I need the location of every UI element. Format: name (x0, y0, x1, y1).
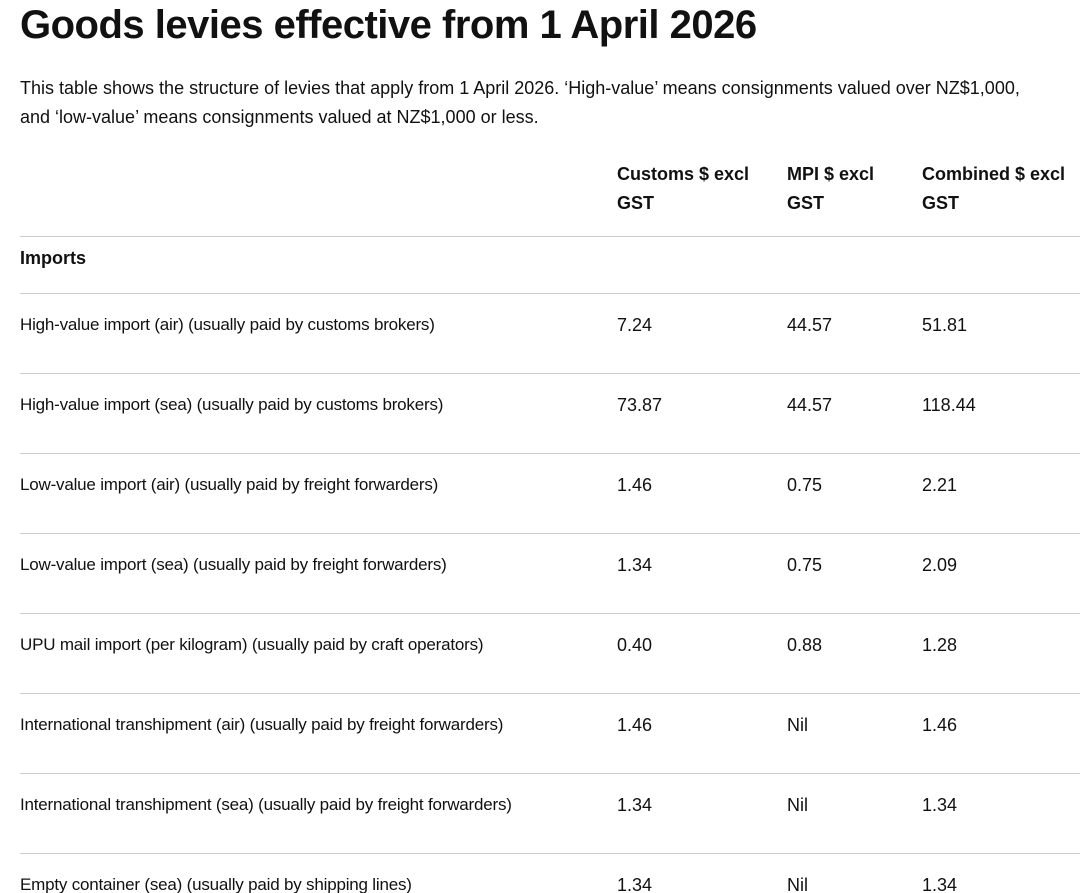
row-customs-value: 0.40 (617, 613, 787, 694)
row-customs-value: 1.46 (617, 453, 787, 534)
table-header-row: Customs $ excl GST MPI $ excl GST Combin… (20, 156, 1080, 237)
row-mpi-value: 0.75 (787, 533, 922, 614)
table-row: Low-value import (air) (usually paid by … (20, 453, 1080, 534)
row-combined-value: 1.46 (922, 693, 1080, 774)
row-label: High-value import (air) (usually paid by… (20, 293, 617, 374)
table-row: Empty container (sea) (usually paid by s… (20, 853, 1080, 893)
row-mpi-value: 44.57 (787, 293, 922, 374)
row-combined-value: 2.21 (922, 453, 1080, 534)
column-header-combined: Combined $ excl GST (922, 156, 1080, 237)
row-label: International transhipment (sea) (usuall… (20, 773, 617, 854)
column-header-mpi-line1: MPI $ excl (787, 164, 875, 184)
row-combined-value: 1.34 (922, 853, 1080, 893)
row-mpi-value: 44.57 (787, 373, 922, 454)
levies-table: Customs $ excl GST MPI $ excl GST Combin… (20, 156, 1080, 893)
column-header-customs-line1: Customs $ excl (617, 164, 750, 184)
intro-text: This table shows the structure of levies… (20, 78, 1020, 127)
table-row: High-value import (air) (usually paid by… (20, 293, 1080, 374)
row-mpi-value: Nil (787, 853, 922, 893)
column-header-combined-line1: Combined $ excl (922, 164, 1066, 184)
row-customs-value: 1.34 (617, 773, 787, 854)
row-label: Low-value import (sea) (usually paid by … (20, 533, 617, 614)
row-combined-value: 1.28 (922, 613, 1080, 694)
section-title: Imports (20, 236, 1080, 294)
row-combined-value: 118.44 (922, 373, 1080, 454)
row-label: High-value import (sea) (usually paid by… (20, 373, 617, 454)
column-header-customs-line2: GST (617, 193, 655, 213)
row-label: International transhipment (air) (usuall… (20, 693, 617, 774)
row-label: Low-value import (air) (usually paid by … (20, 453, 617, 534)
row-mpi-value: Nil (787, 693, 922, 774)
row-combined-value: 51.81 (922, 293, 1080, 374)
row-label: Empty container (sea) (usually paid by s… (20, 853, 617, 893)
column-header-combined-line2: GST (922, 193, 960, 213)
row-customs-value: 1.34 (617, 533, 787, 614)
table-row: High-value import (sea) (usually paid by… (20, 373, 1080, 454)
table-row: Low-value import (sea) (usually paid by … (20, 533, 1080, 614)
row-customs-value: 1.46 (617, 693, 787, 774)
row-customs-value: 1.34 (617, 853, 787, 893)
row-label: UPU mail import (per kilogram) (usually … (20, 613, 617, 694)
table-body: Imports High-value import (air) (usually… (20, 236, 1080, 893)
row-customs-value: 7.24 (617, 293, 787, 374)
column-header-item (20, 156, 617, 237)
row-customs-value: 73.87 (617, 373, 787, 454)
row-mpi-value: 0.88 (787, 613, 922, 694)
row-mpi-value: 0.75 (787, 453, 922, 534)
column-header-mpi-line2: GST (787, 193, 825, 213)
row-combined-value: 2.09 (922, 533, 1080, 614)
section-row-imports: Imports (20, 236, 1080, 294)
row-mpi-value: Nil (787, 773, 922, 854)
page-title: Goods levies effective from 1 April 2026 (20, 3, 757, 47)
table-row: International transhipment (sea) (usuall… (20, 773, 1080, 854)
table-row: International transhipment (air) (usuall… (20, 693, 1080, 774)
table-row: UPU mail import (per kilogram) (usually … (20, 613, 1080, 694)
column-header-mpi: MPI $ excl GST (787, 156, 922, 237)
column-header-customs: Customs $ excl GST (617, 156, 787, 237)
row-combined-value: 1.34 (922, 773, 1080, 854)
